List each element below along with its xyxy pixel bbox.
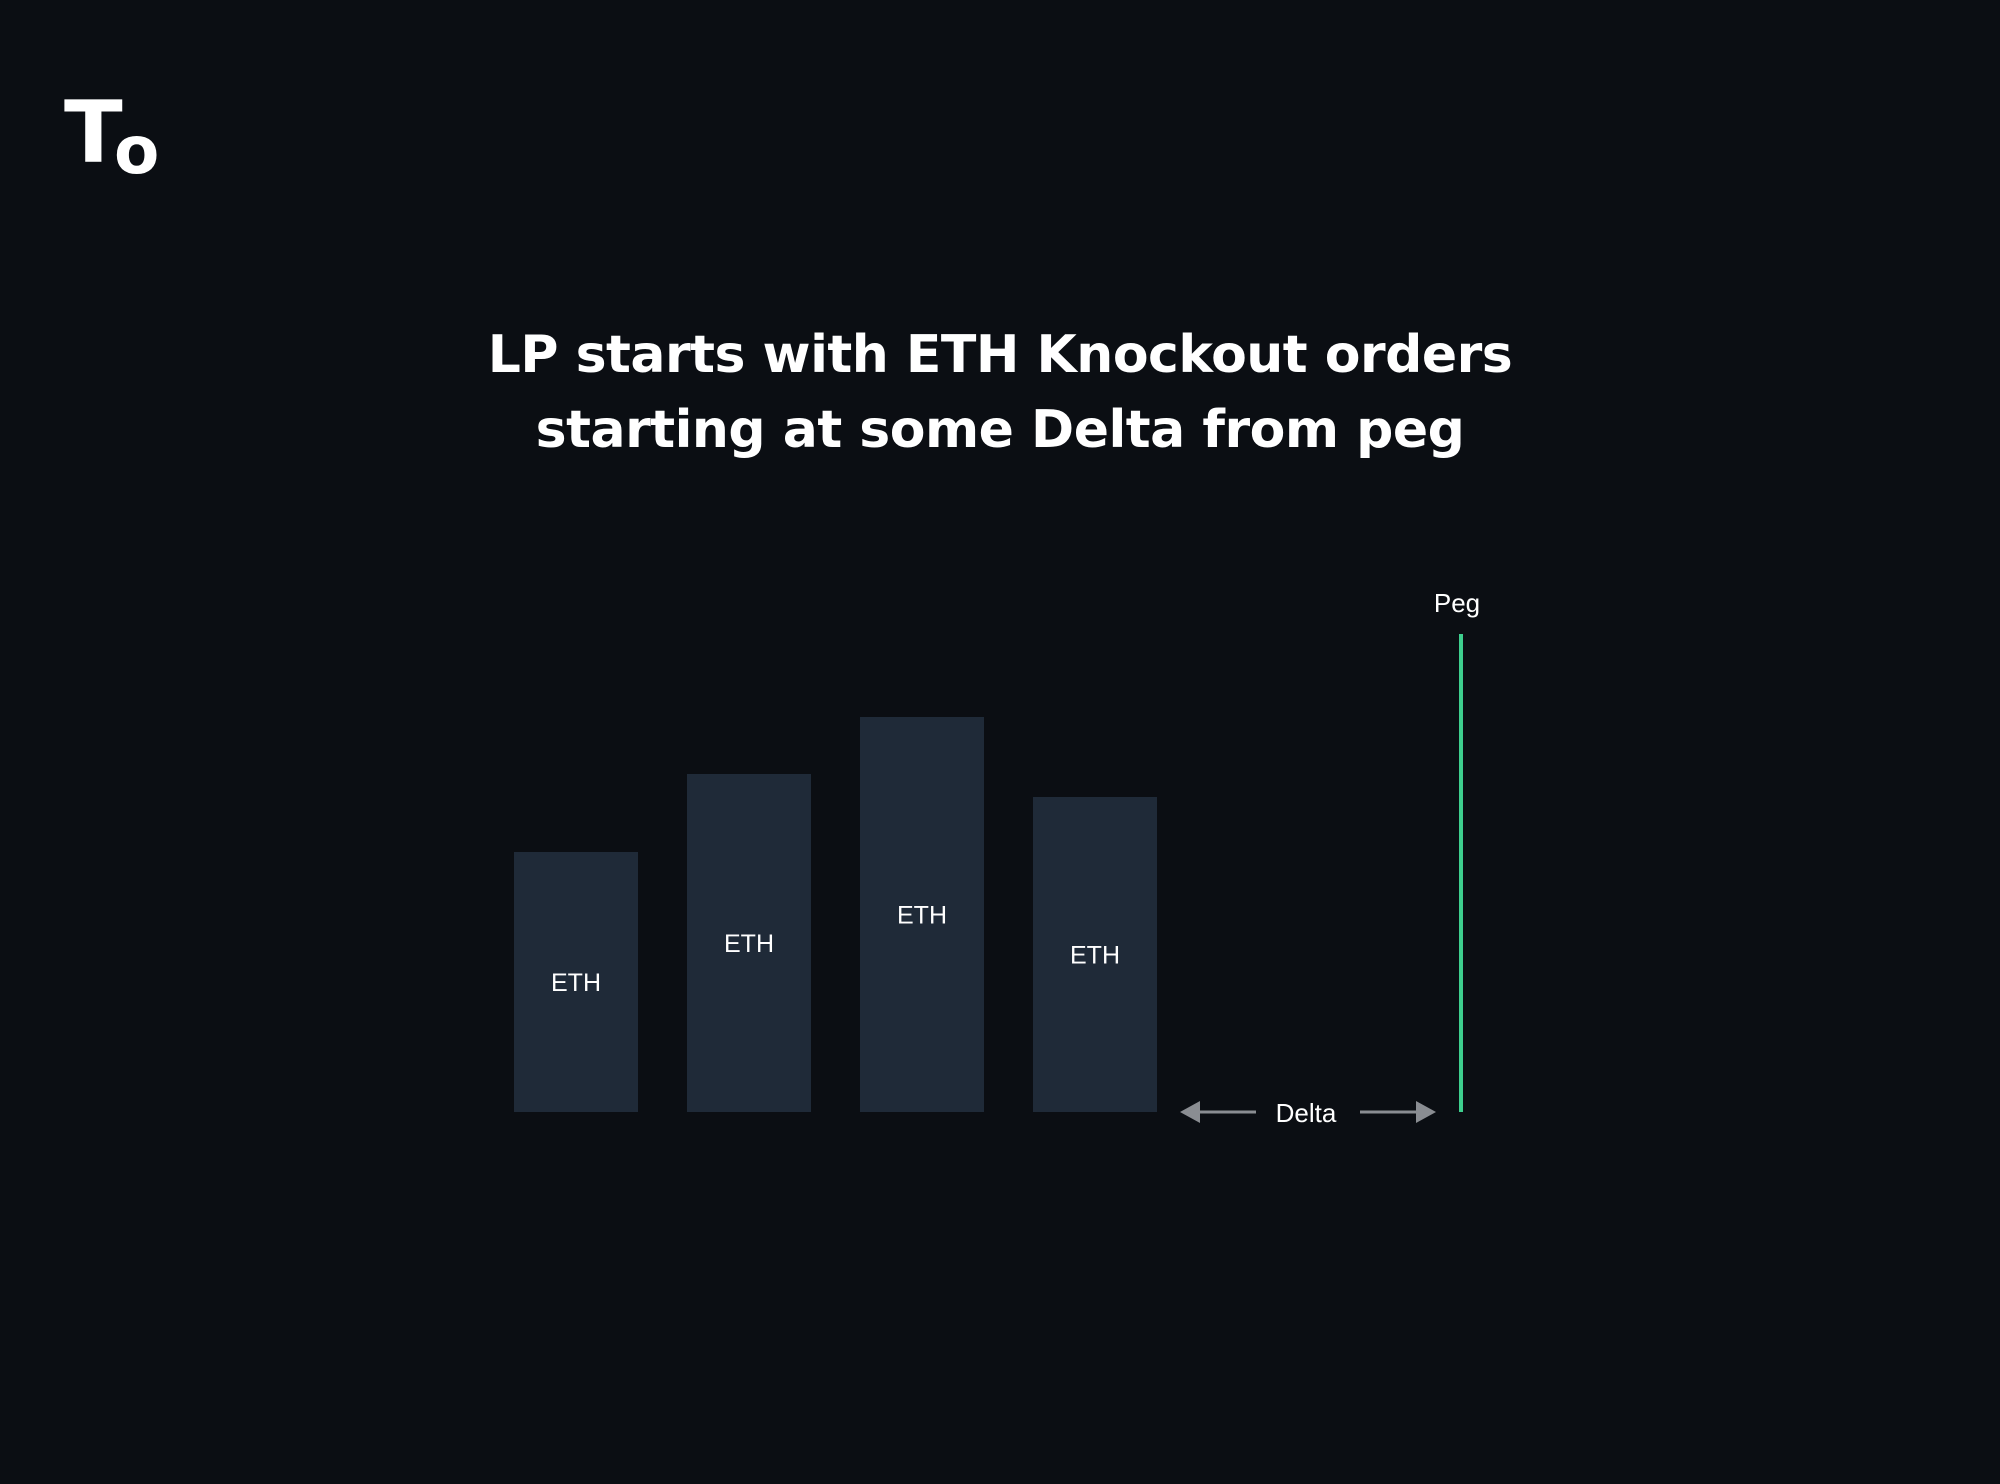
logo-letter-big: T bbox=[64, 83, 123, 183]
logo: T o bbox=[64, 83, 174, 184]
order-bar-1 bbox=[514, 852, 638, 1112]
order-bar-3 bbox=[860, 717, 984, 1112]
order-bar-label-3: ETH bbox=[897, 902, 947, 930]
order-bar-label-2: ETH bbox=[724, 930, 774, 958]
delta-arrow: Delta bbox=[1180, 1098, 1436, 1128]
delta-label: Delta bbox=[1276, 1098, 1337, 1128]
peg-label: Peg bbox=[1434, 588, 1480, 618]
logo-letter-small: o bbox=[114, 112, 160, 189]
title-line-2: starting at some Delta from peg bbox=[535, 400, 1465, 460]
order-bars: ETH ETH ETH ETH bbox=[514, 717, 1157, 1112]
order-bar-label-4: ETH bbox=[1070, 942, 1120, 970]
order-bar-label-1: ETH bbox=[551, 969, 601, 997]
slide-title: LP starts with ETH Knockout orders start… bbox=[400, 318, 1600, 468]
order-bar-4 bbox=[1033, 797, 1157, 1112]
order-bar-2 bbox=[687, 774, 811, 1112]
arrow-left-icon bbox=[1180, 1101, 1200, 1123]
title-line-1: LP starts with ETH Knockout orders bbox=[487, 325, 1513, 385]
arrow-right-icon bbox=[1416, 1101, 1436, 1123]
